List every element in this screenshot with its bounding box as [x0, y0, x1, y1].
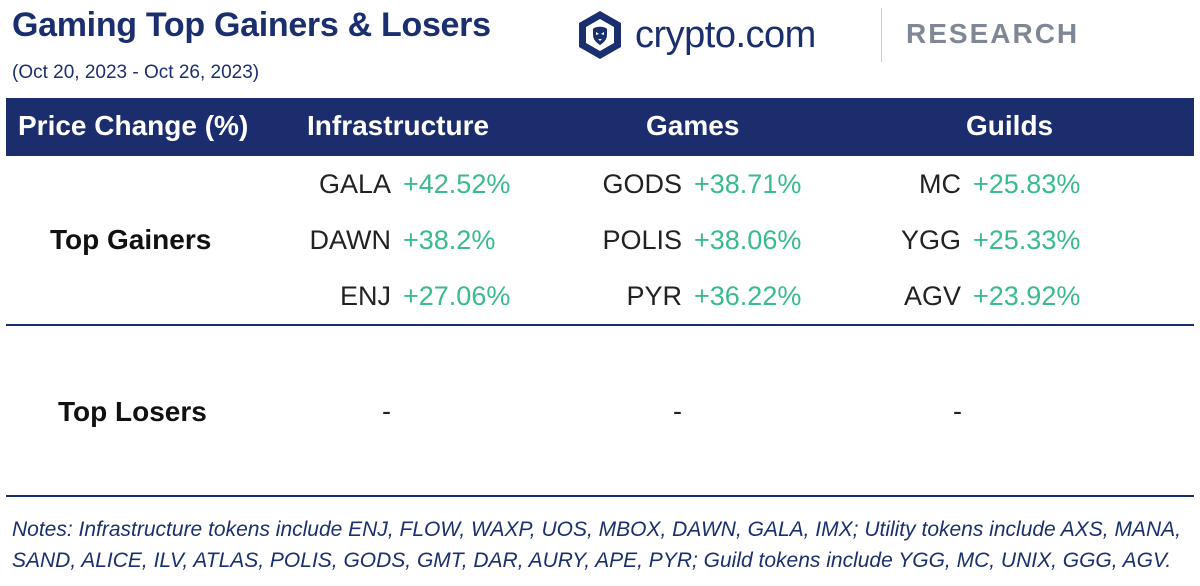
- token-symbol: YGG: [900, 225, 961, 255]
- gainer-entry: AGV +23.92%: [904, 276, 1081, 316]
- date-range: (Oct 20, 2023 - Oct 26, 2023): [12, 62, 260, 83]
- price-change: +42.52%: [403, 169, 511, 199]
- page-title: Gaming Top Gainers & Losers: [12, 6, 491, 44]
- brand-divider: [881, 8, 882, 62]
- token-symbol: POLIS: [602, 225, 682, 255]
- token-symbol: DAWN: [309, 225, 392, 255]
- row-divider: [6, 324, 1194, 326]
- price-change: +38.71%: [694, 169, 802, 199]
- token-symbol: ENJ: [339, 281, 391, 311]
- brand-research-label: RESEARCH: [906, 18, 1080, 49]
- header-infrastructure: Infrastructure: [307, 110, 490, 141]
- table-bottom-divider: [6, 495, 1194, 497]
- gainer-entry: ENJ +27.06%: [340, 276, 511, 316]
- gainer-entry: GALA +42.52%: [319, 164, 511, 204]
- gainer-entry: DAWN +38.2%: [310, 220, 496, 260]
- token-symbol: AGV: [903, 281, 961, 311]
- row-label-top-losers: Top Losers: [58, 396, 207, 427]
- price-change: +27.06%: [403, 281, 511, 311]
- loser-infrastructure-value: -: [382, 396, 391, 426]
- gainer-entry: MC +25.83%: [919, 164, 1081, 204]
- price-change: +25.83%: [973, 169, 1081, 199]
- brand-name: crypto.com: [635, 13, 816, 56]
- price-change: +23.92%: [973, 281, 1081, 311]
- loser-games-value: -: [673, 396, 682, 426]
- price-change: +38.06%: [694, 225, 802, 255]
- loser-guilds-value: -: [953, 396, 962, 426]
- header-games: Games: [646, 110, 740, 141]
- price-change: +38.2%: [403, 225, 496, 255]
- lion-shield-icon: [579, 11, 621, 59]
- price-change: +36.22%: [694, 281, 802, 311]
- table-header: Price Change (%) Infrastructure Games Gu…: [6, 98, 1194, 156]
- header-price-change: Price Change (%): [18, 110, 249, 141]
- brand-logo-group: crypto.com: [577, 10, 816, 60]
- footnote: Notes: Infrastructure tokens include ENJ…: [12, 518, 1181, 572]
- price-change: +25.33%: [973, 225, 1081, 255]
- token-symbol: MC: [919, 169, 961, 199]
- token-symbol: PYR: [626, 281, 682, 311]
- token-symbol: GODS: [602, 169, 682, 199]
- header-guilds: Guilds: [966, 110, 1054, 141]
- gainer-entry: GODS +38.71%: [602, 164, 802, 204]
- gainer-entry: PYR +36.22%: [626, 276, 802, 316]
- token-symbol: GALA: [318, 169, 391, 199]
- row-label-top-gainers: Top Gainers: [50, 224, 212, 255]
- gainer-entry: POLIS +38.06%: [602, 220, 802, 260]
- gainer-entry: YGG +25.33%: [901, 220, 1081, 260]
